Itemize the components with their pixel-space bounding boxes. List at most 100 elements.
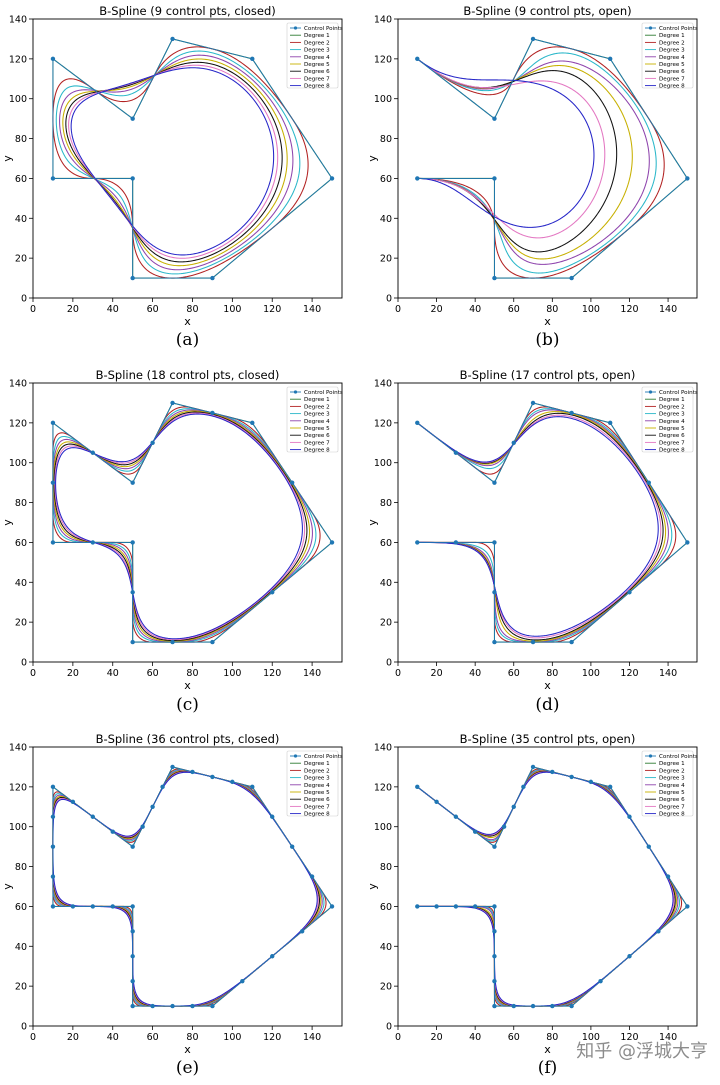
y-tick-label: 140 — [9, 15, 27, 26]
control-point — [415, 176, 420, 181]
legend-box — [641, 750, 694, 817]
y-tick-label: 20 — [380, 254, 392, 265]
control-point — [492, 904, 497, 909]
x-axis-label: x — [184, 315, 191, 328]
control-point — [530, 400, 536, 406]
control-point — [110, 904, 115, 909]
y-tick-label: 140 — [374, 15, 392, 26]
control-point — [270, 814, 275, 819]
panel-caption: (d) — [535, 695, 559, 715]
x-axis-label: x — [544, 315, 551, 328]
legend-label-degree-7: Degree 7 — [659, 804, 685, 810]
y-tick-label: 80 — [380, 498, 392, 509]
legend-label-control: Control Points — [304, 26, 343, 32]
x-tick-label: 100 — [223, 304, 241, 315]
x-tick-label: 40 — [469, 304, 481, 315]
spline-degree-3 — [416, 408, 673, 643]
panel-caption: (f) — [538, 1058, 558, 1078]
legend-label-degree-2: Degree 2 — [304, 768, 330, 774]
x-tick-label: 0 — [30, 304, 36, 315]
legend-label-degree-6: Degree 6 — [659, 433, 685, 439]
y-tick-label: 100 — [9, 458, 27, 469]
control-point — [90, 814, 96, 819]
x-tick-label: 60 — [147, 668, 159, 679]
legend-label-degree-6: Degree 6 — [304, 797, 330, 803]
control-point — [130, 540, 135, 545]
panel-caption: (b) — [535, 330, 559, 350]
y-tick-label: 0 — [21, 294, 27, 305]
control-point — [569, 1003, 574, 1009]
spline-degree-4 — [416, 409, 669, 643]
x-tick-label: 100 — [582, 668, 600, 679]
y-axis-label: y — [366, 519, 379, 526]
control-point — [90, 540, 96, 545]
control-point — [130, 639, 135, 645]
control-point — [511, 804, 516, 809]
legend-box — [286, 386, 339, 453]
legend-box — [641, 386, 694, 453]
control-point — [130, 480, 135, 485]
plot-frame — [32, 18, 343, 299]
plot-frame — [397, 746, 698, 1027]
x-tick-label: 120 — [263, 1032, 281, 1043]
legend-marker-control — [293, 26, 298, 30]
x-tick-label: 0 — [395, 1032, 401, 1043]
y-tick-label: 120 — [374, 782, 392, 793]
control-point — [130, 929, 135, 934]
spline-degree-6 — [65, 61, 283, 263]
control-point — [190, 1003, 195, 1009]
legend-label-degree-4: Degree 4 — [304, 783, 330, 789]
x-tick-label: 20 — [431, 1032, 443, 1043]
control-point — [270, 590, 275, 595]
y-tick-label: 140 — [9, 379, 27, 390]
y-tick-label: 60 — [15, 902, 27, 913]
spline-degree-7 — [54, 412, 306, 641]
control-point — [530, 639, 536, 645]
spline-degree-6 — [416, 412, 664, 641]
spline-degree-5 — [416, 411, 667, 642]
y-tick-label: 40 — [15, 214, 27, 225]
control-point — [415, 904, 420, 909]
control-point — [492, 480, 497, 485]
x-tick-label: 0 — [395, 668, 401, 679]
x-tick-label: 120 — [620, 304, 638, 315]
control-point — [150, 804, 155, 809]
y-tick-label: 20 — [380, 982, 392, 993]
chart-panel: B-Spline (9 control pts, open) 0 20 40 60 80 1… — [366, 4, 698, 350]
legend-label-degree-5: Degree 5 — [659, 426, 685, 432]
control-point — [627, 954, 632, 959]
curves — [50, 400, 335, 645]
x-tick-label: 40 — [469, 1032, 481, 1043]
control-point — [190, 769, 195, 775]
control-point — [170, 400, 175, 406]
curves — [415, 400, 690, 645]
control-point — [627, 590, 632, 595]
y-tick-label: 100 — [374, 822, 392, 833]
chart-title: B-Spline (18 control pts, closed) — [96, 368, 280, 382]
plot-frame — [397, 382, 698, 663]
chart-title: B-Spline (17 control pts, open) — [460, 368, 636, 382]
spline-degree-5 — [416, 770, 677, 1007]
control-point — [521, 784, 526, 790]
control-point — [130, 176, 135, 181]
y-tick-label: 100 — [374, 458, 392, 469]
spline-degree-3 — [416, 769, 681, 1007]
legend-label-degree-2: Degree 2 — [659, 40, 685, 46]
legend-label-degree-1: Degree 1 — [659, 33, 685, 39]
y-tick-label: 140 — [9, 743, 27, 754]
legend-label-degree-7: Degree 7 — [304, 440, 330, 446]
control-point — [130, 904, 135, 909]
legend-label-degree-3: Degree 3 — [659, 412, 685, 418]
y-tick-label: 140 — [374, 743, 392, 754]
control-point — [415, 420, 420, 426]
spline-degree-4 — [416, 769, 679, 1007]
x-tick-label: 60 — [508, 304, 520, 315]
legend-box — [641, 22, 694, 89]
legend-marker-control — [648, 754, 653, 758]
control-point — [299, 929, 305, 934]
spline-degree-7 — [416, 771, 675, 1007]
control-point — [434, 904, 439, 909]
spline-degree-2 — [416, 406, 677, 643]
spline-degree-5 — [416, 58, 633, 260]
